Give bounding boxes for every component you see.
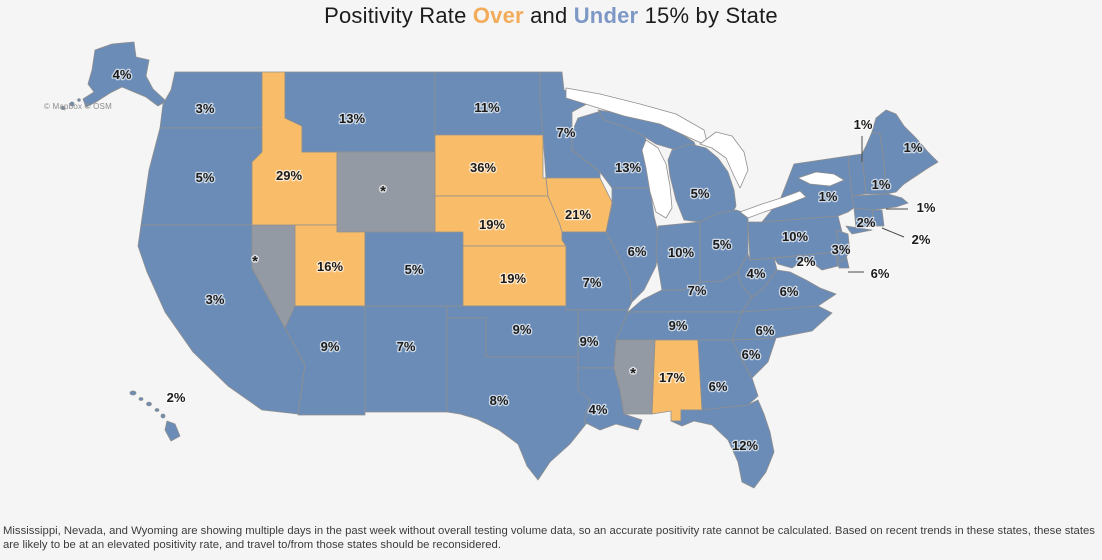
label-wisconsin: 13%	[615, 160, 641, 175]
state-west-virginia[interactable]	[737, 253, 778, 298]
label-connecticut: 2%	[857, 215, 876, 230]
state-new-mexico[interactable]	[364, 305, 448, 413]
title-part3: 15% by State	[638, 3, 778, 28]
state-maine[interactable]	[871, 109, 939, 195]
label-oregon: 5%	[196, 170, 215, 185]
label-new-mexico: 7%	[397, 339, 416, 354]
state-washington[interactable]	[159, 71, 263, 129]
label-utah: 16%	[317, 259, 343, 274]
state-alaska-island[interactable]	[77, 98, 81, 102]
label-delaware: 6%	[871, 266, 890, 281]
state-shapes	[61, 41, 939, 489]
state-new-jersey[interactable]	[833, 229, 851, 263]
title-part2: and	[523, 3, 574, 28]
label-north-dakota: 11%	[474, 100, 500, 115]
rhode-island-leader-line	[881, 227, 905, 238]
state-hawaii[interactable]	[164, 420, 181, 442]
label-alabama: 17%	[659, 370, 685, 385]
lake-huron	[699, 131, 749, 189]
state-hawaii-island[interactable]	[138, 397, 144, 401]
label-leader-lines	[848, 136, 908, 273]
lake-erie	[739, 190, 807, 219]
state-hawaii-island[interactable]	[160, 413, 166, 419]
state-massachusetts[interactable]	[851, 193, 909, 211]
label-arizona: 9%	[321, 339, 340, 354]
label-tennessee: 9%	[669, 318, 688, 333]
label-iowa: 21%	[565, 207, 591, 222]
label-mississippi: *	[630, 365, 636, 382]
label-idaho: 29%	[276, 168, 302, 183]
label-washington: 3%	[196, 101, 215, 116]
state-alaska-island[interactable]	[61, 106, 66, 111]
label-hawaii: 2%	[167, 390, 186, 405]
state-hawaii-island[interactable]	[129, 390, 137, 396]
label-illinois: 6%	[628, 244, 647, 259]
label-wyoming: *	[380, 183, 386, 200]
label-ohio: 5%	[713, 237, 732, 252]
state-wyoming[interactable]	[336, 151, 436, 233]
label-kansas: 19%	[500, 271, 526, 286]
label-vermont: 1%	[854, 117, 873, 132]
label-louisiana: 4%	[589, 402, 608, 417]
label-alaska: 4%	[113, 67, 132, 82]
label-new-york: 1%	[819, 189, 838, 204]
label-colorado: 5%	[405, 262, 424, 277]
label-california: 3%	[206, 292, 225, 307]
state-hawaii-island[interactable]	[154, 408, 160, 412]
label-west-virginia: 4%	[747, 266, 766, 281]
label-new-hampshire: 1%	[872, 177, 891, 192]
label-indiana: 10%	[668, 245, 694, 260]
label-kentucky: 7%	[688, 283, 707, 298]
label-montana: 13%	[339, 111, 365, 126]
lake-ontario	[797, 171, 845, 187]
label-michigan: 5%	[691, 186, 710, 201]
page-title: Positivity Rate Over and Under 15% by St…	[0, 3, 1102, 29]
state-hawaii-island[interactable]	[146, 401, 152, 407]
label-nevada: *	[252, 253, 258, 270]
footnote-text: Mississippi, Nevada, and Wyoming are sho…	[3, 525, 1095, 551]
label-pennsylvania: 10%	[782, 229, 808, 244]
label-north-carolina: 6%	[756, 323, 775, 338]
label-virginia: 6%	[780, 284, 799, 299]
map-attribution[interactable]: © Mapbox © OSM	[44, 102, 112, 111]
state-new-york[interactable]	[761, 155, 863, 223]
lake-michigan	[641, 139, 673, 219]
label-florida: 12%	[732, 438, 758, 453]
state-value-labels: 4% 2% 3% 5% 3% 29% * 13% * 16% 9% 7% 5% …	[111, 66, 937, 455]
great-lakes	[565, 87, 845, 219]
label-minnesota: 7%	[557, 125, 576, 140]
label-rhode-island: 2%	[912, 232, 931, 247]
label-oklahoma: 9%	[513, 322, 532, 337]
label-south-carolina: 6%	[742, 347, 761, 362]
label-massachusetts: 1%	[917, 200, 936, 215]
title-over: Over	[472, 3, 524, 28]
label-maryland: 2%	[797, 254, 816, 269]
state-florida[interactable]	[670, 399, 775, 489]
label-south-dakota: 36%	[470, 160, 496, 175]
label-texas: 8%	[490, 393, 509, 408]
label-arkansas: 9%	[580, 334, 599, 349]
label-missouri: 7%	[583, 275, 602, 290]
state-alaska[interactable]	[82, 41, 167, 108]
label-georgia: 6%	[709, 379, 728, 394]
lake-superior	[565, 87, 709, 147]
label-maine: 1%	[904, 140, 923, 155]
state-illinois[interactable]	[605, 187, 661, 303]
state-rhode-island[interactable]	[871, 209, 885, 227]
title-part1: Positivity Rate	[324, 3, 473, 28]
label-new-jersey: 3%	[832, 242, 851, 257]
state-texas[interactable]	[446, 317, 599, 481]
title-under: Under	[573, 3, 639, 28]
label-nebraska: 19%	[479, 217, 505, 232]
state-alaska-island[interactable]	[69, 101, 75, 107]
